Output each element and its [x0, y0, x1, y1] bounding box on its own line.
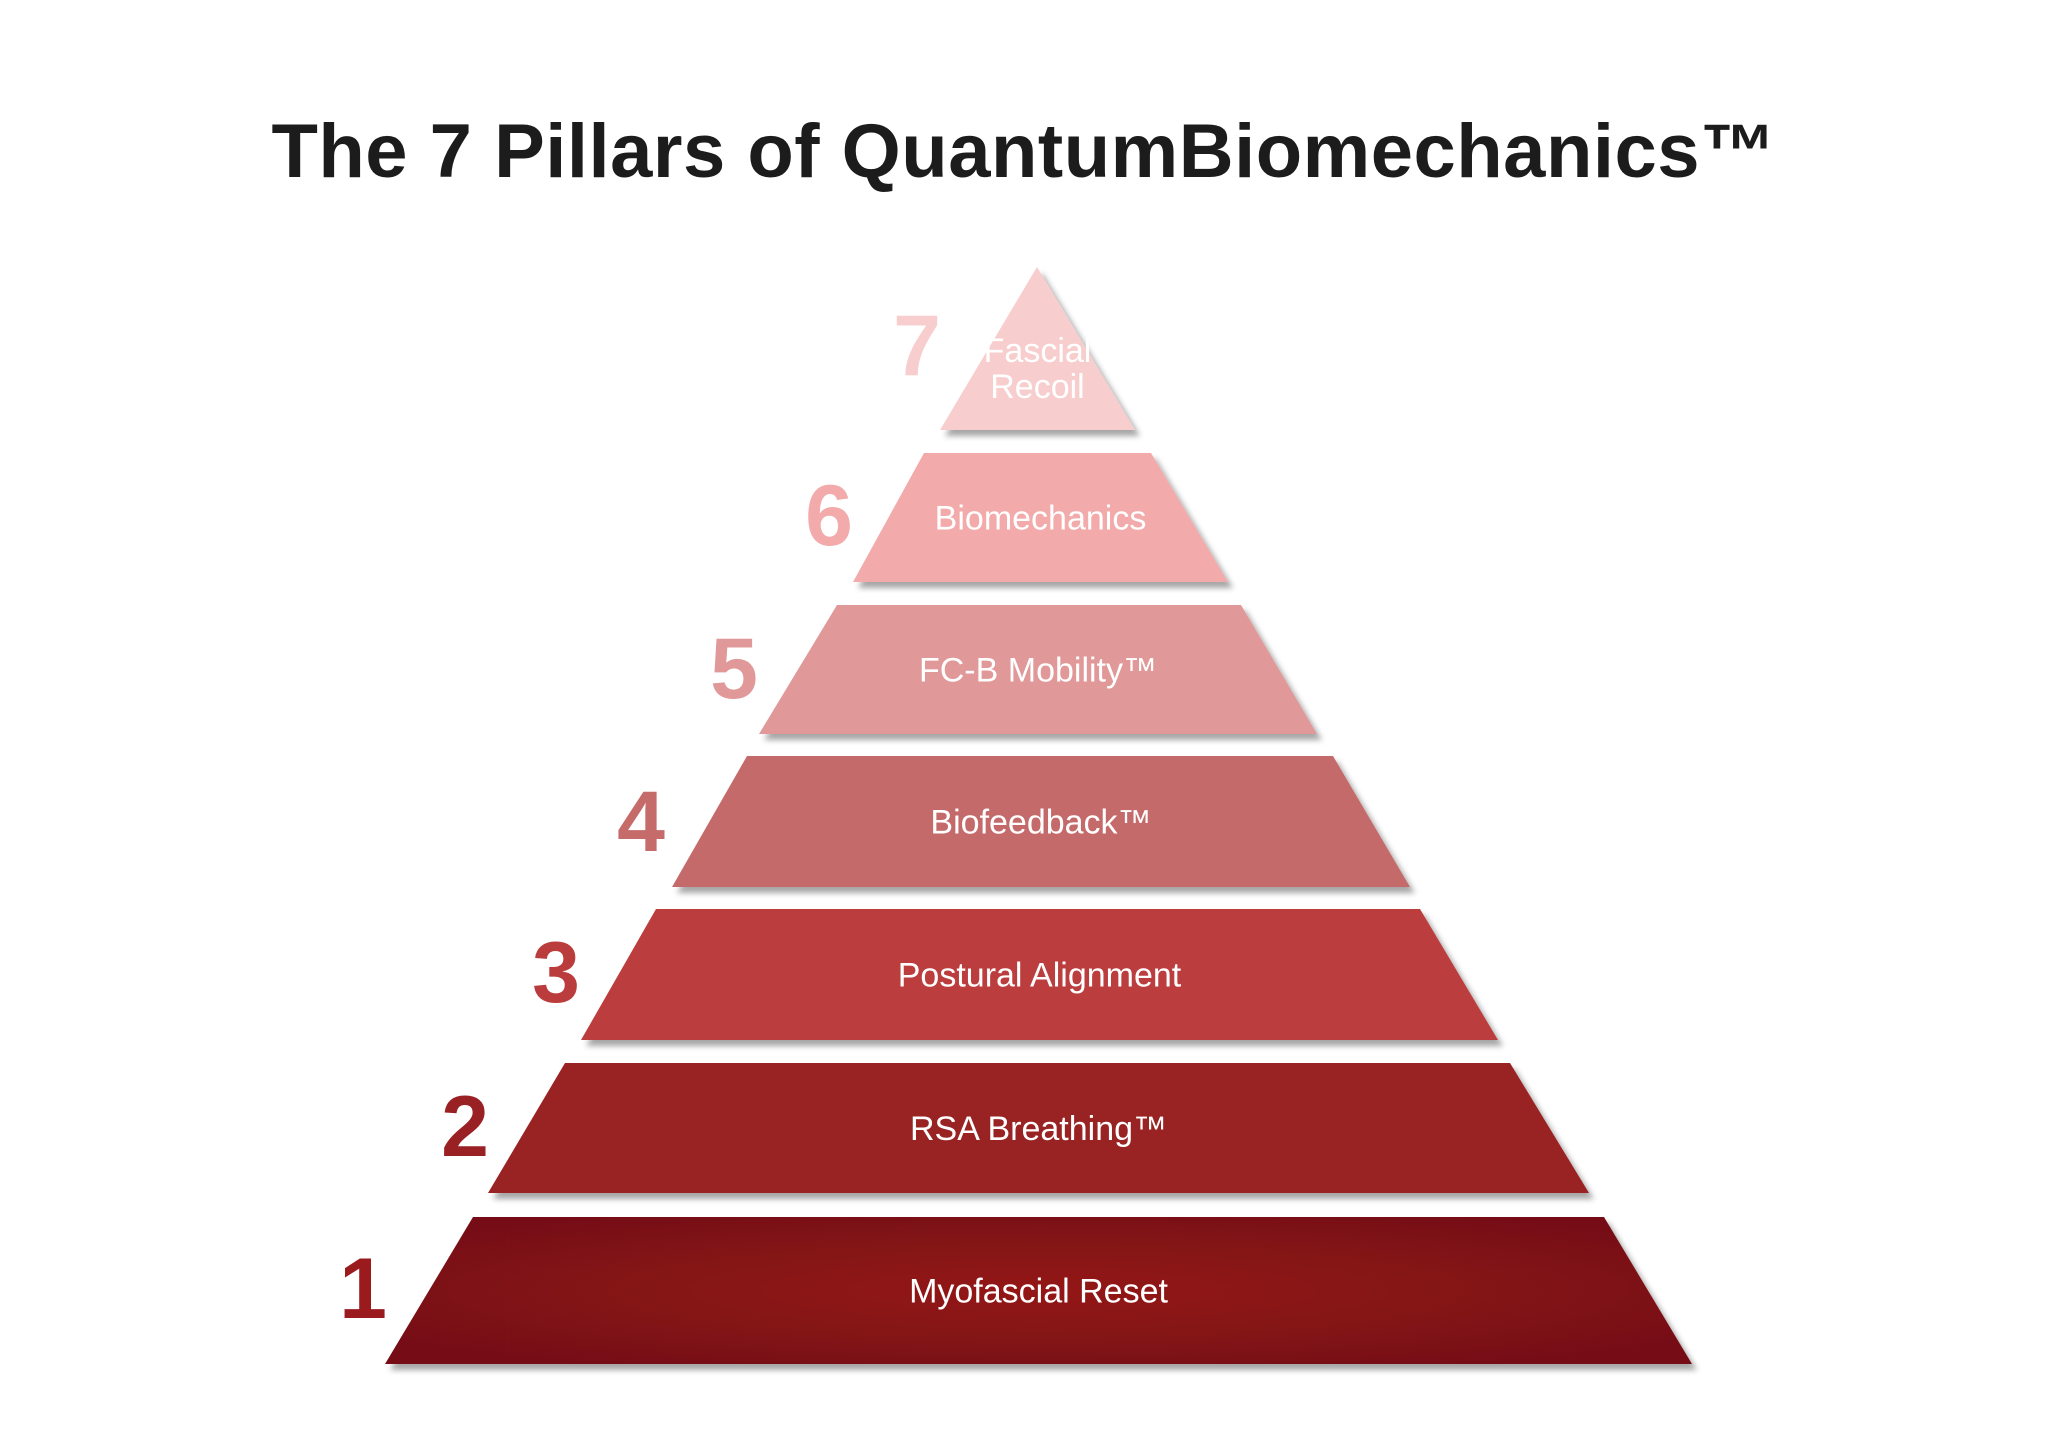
pillar-label: Postural Alignment	[898, 957, 1182, 995]
pillar-tier-5: FC-B Mobility™ 5	[710, 605, 1317, 734]
pillar-label: Fascial Recoil	[984, 332, 1092, 406]
pillar-tier-2: RSA Breathing™ 2	[441, 1063, 1589, 1193]
pillar-shape	[940, 267, 1135, 430]
pillar-number: 4	[617, 774, 665, 870]
pillar-label: RSA Breathing™	[910, 1110, 1167, 1148]
pillar-label: Myofascial Reset	[909, 1273, 1168, 1311]
pillar-number: 5	[710, 621, 758, 717]
pillar-number: 6	[805, 468, 853, 564]
page-title: The 7 Pillars of QuantumBiomechanics™	[271, 109, 1777, 194]
pillar-number: 2	[441, 1079, 489, 1175]
pillar-number: 1	[339, 1241, 387, 1337]
pillar-shape	[672, 756, 1410, 887]
pillar-tier-1: Myofascial Reset 1	[339, 1217, 1692, 1364]
pillar-tier-7: Fascial Recoil 7	[893, 267, 1135, 430]
pillar-tier-4: Biofeedback™ 4	[617, 756, 1410, 887]
pillar-label: FC-B Mobility™	[919, 652, 1157, 690]
pillar-number: 7	[893, 298, 941, 394]
pillar-tier-3: Postural Alignment 3	[532, 909, 1498, 1040]
pillar-shape	[581, 909, 1498, 1040]
pillar-shape	[853, 453, 1228, 582]
pillar-number: 3	[532, 925, 580, 1021]
pillar-label: Biofeedback™	[930, 804, 1151, 842]
pillar-tier-6: Biomechanics 6	[805, 453, 1228, 582]
pillar-label: Biomechanics	[935, 500, 1147, 538]
pillar-shape	[488, 1063, 1589, 1193]
pillar-shape	[385, 1217, 1692, 1364]
pillar-shape	[759, 605, 1317, 734]
